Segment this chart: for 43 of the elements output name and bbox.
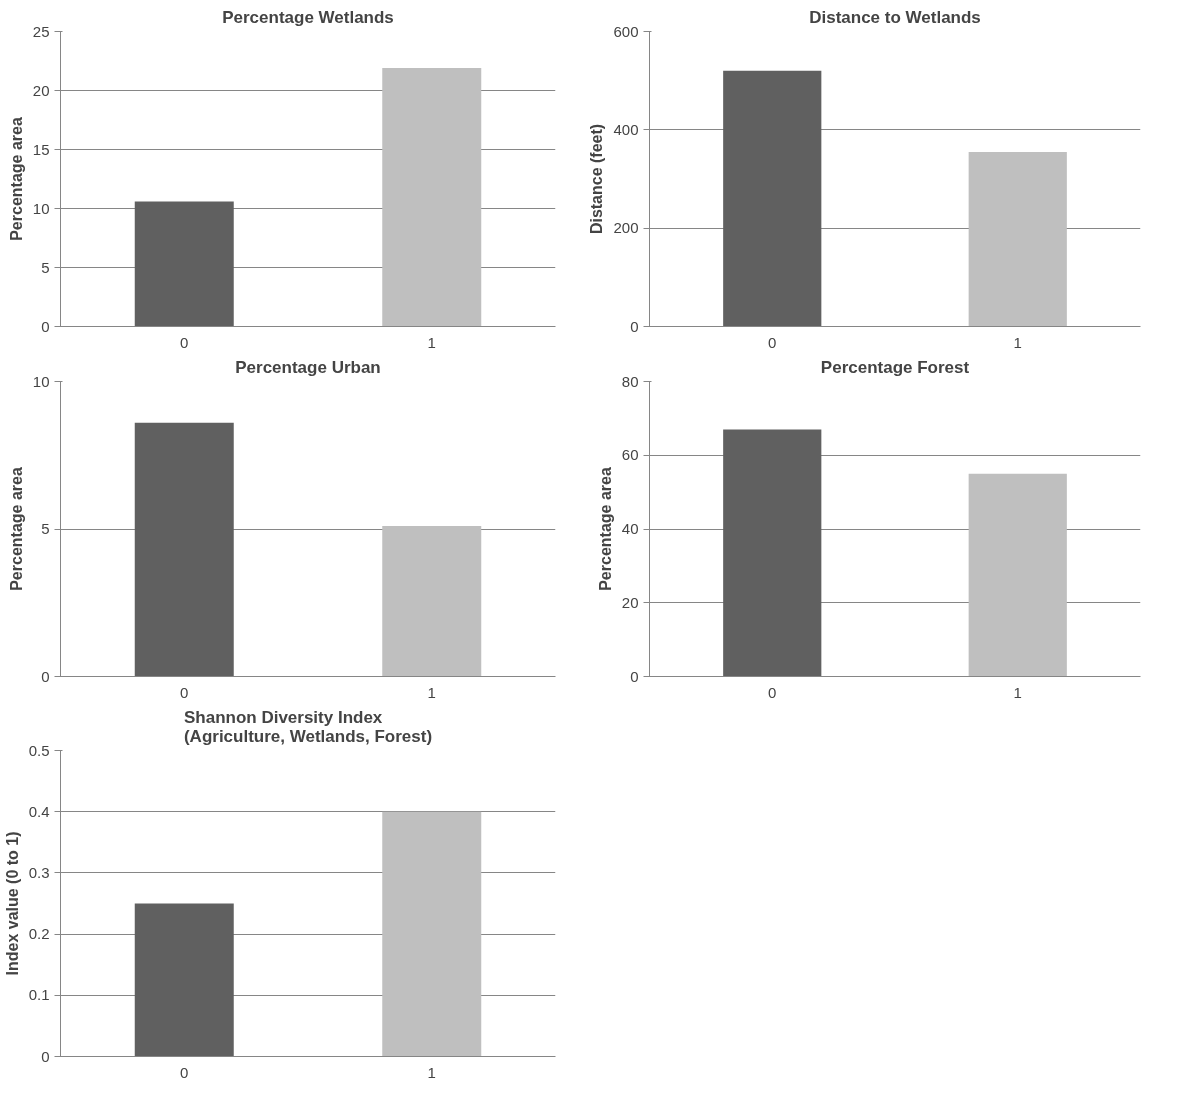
y-tick-label: 10 [32,372,50,390]
x-tick-label: 1 [427,1063,436,1081]
chart-title: Distance to Wetlands [809,7,981,27]
chart-title: Percentage Forest [820,357,970,377]
y-axis-title: Percentage area [7,467,25,591]
y-tick-label: 0 [41,667,50,685]
y-tick-label: 0.5 [28,741,50,759]
y-tick-label: 0 [630,667,639,685]
x-tick-label: 0 [180,683,189,701]
y-tick-label: 60 [621,446,639,464]
y-tick-label: 0 [630,317,639,335]
y-tick-label: 400 [613,120,639,138]
y-axis-title: Distance (feet) [588,123,606,235]
y-tick-label: 5 [41,258,50,276]
y-tick-label: 40 [621,520,639,537]
y-axis-title: Percentage area [7,117,25,241]
y-tick-label: 0.3 [28,863,50,881]
y-axis-title: Index value (0 to 1) [3,831,21,976]
chart-title: Shannon Diversity Index (Agriculture, Wetlands, Forest) [183,707,433,746]
y-tick-label: 0.4 [28,802,50,820]
x-tick-label: 0 [768,333,777,351]
x-tick-label: 0 [768,683,777,701]
chart-title: Percentage Wetlands [222,7,394,27]
y-tick-label: 0.1 [28,986,50,1004]
y-tick-label: 0 [41,1047,50,1065]
y-tick-label: 5 [41,520,50,537]
y-tick-label: 600 [613,22,639,40]
x-tick-label: 1 [427,683,436,701]
y-tick-label: 80 [621,372,639,390]
y-tick-label: 20 [32,81,50,99]
y-tick-label: 0 [41,317,50,335]
y-tick-label: 200 [613,219,639,237]
y-tick-label: 0.2 [28,925,50,943]
x-tick-label: 1 [1013,683,1022,701]
y-tick-label: 10 [32,199,50,217]
y-tick-label: 25 [32,22,50,40]
chart-title: Percentage Urban [235,357,381,377]
x-tick-label: 1 [1013,333,1022,351]
y-tick-label: 15 [32,140,50,158]
y-axis-title: Percentage area [596,467,614,591]
x-tick-label: 0 [180,333,189,351]
x-tick-label: 1 [427,333,436,351]
y-tick-label: 20 [621,593,639,611]
